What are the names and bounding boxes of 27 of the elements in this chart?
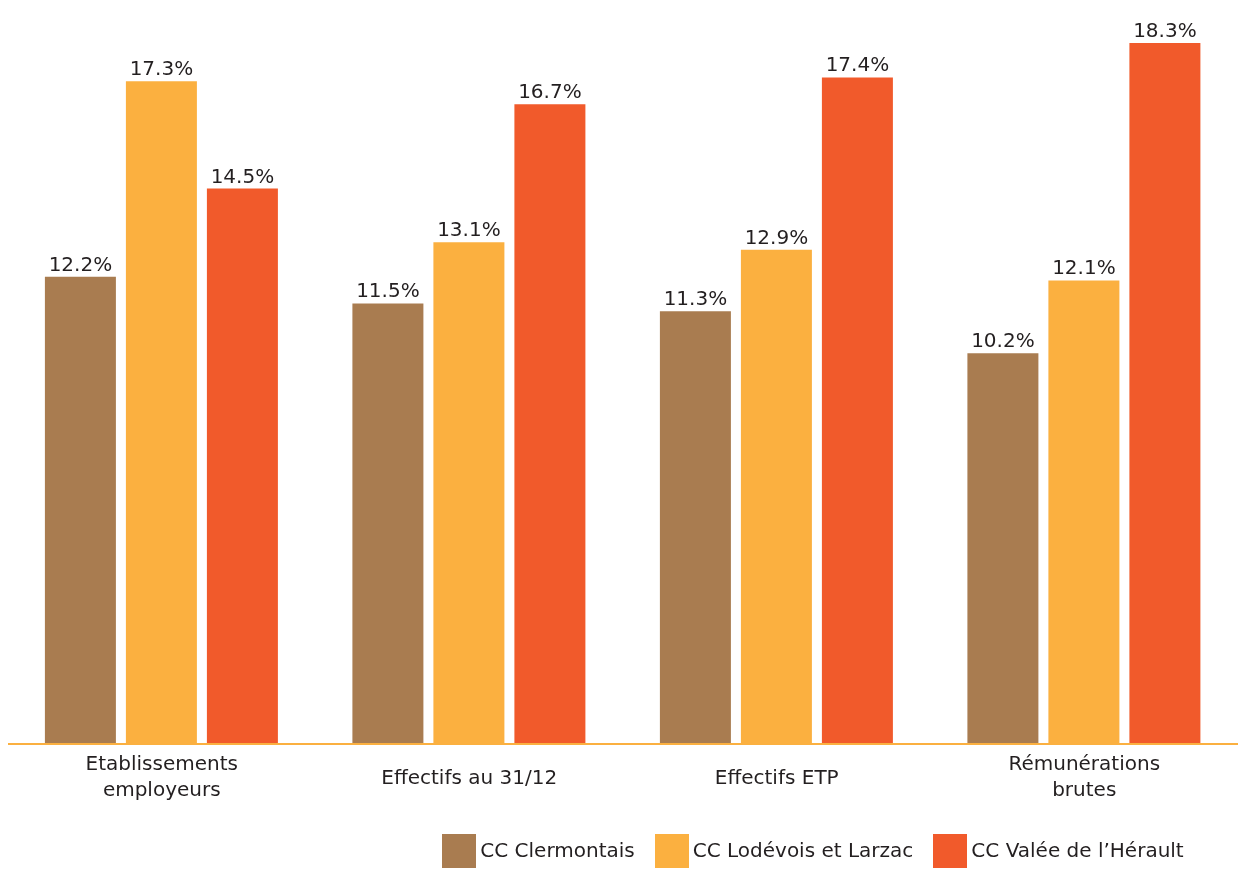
data-label: 12.1% [1052, 255, 1116, 280]
data-label: 14.5% [210, 163, 275, 188]
bar [659, 311, 731, 744]
data-label: 10.2% [971, 328, 1035, 353]
data-label: 11.3% [663, 286, 728, 311]
bar [967, 353, 1039, 744]
bar [206, 188, 278, 744]
bar [44, 276, 116, 744]
bar [821, 77, 893, 744]
bar [1129, 43, 1201, 744]
data-label: 12.2% [48, 251, 113, 276]
data-label: 12.9% [744, 224, 809, 249]
data-label: 11.5% [356, 278, 420, 303]
data-label: 17.4% [825, 52, 890, 77]
legend-label: CC Lodévois et Larzac [692, 837, 914, 862]
legend-label: CC Clermontais [480, 837, 635, 862]
data-label: 16.7% [518, 79, 582, 104]
data-label: 13.1% [437, 217, 501, 242]
x-tick-label: Etablissements employeurs [85, 751, 238, 801]
x-tick-label: Effectifs au 31/12 [381, 765, 558, 789]
data-label: 18.3% [1133, 18, 1197, 42]
x-tick-label: Effectifs ETP [714, 765, 839, 789]
data-label: 17.3% [129, 56, 194, 81]
bar [352, 303, 424, 744]
bar [514, 104, 586, 744]
legend-label: CC Valée de l’Hérault [971, 837, 1184, 862]
x-tick-label: Rémunérations brutes [1008, 751, 1161, 801]
